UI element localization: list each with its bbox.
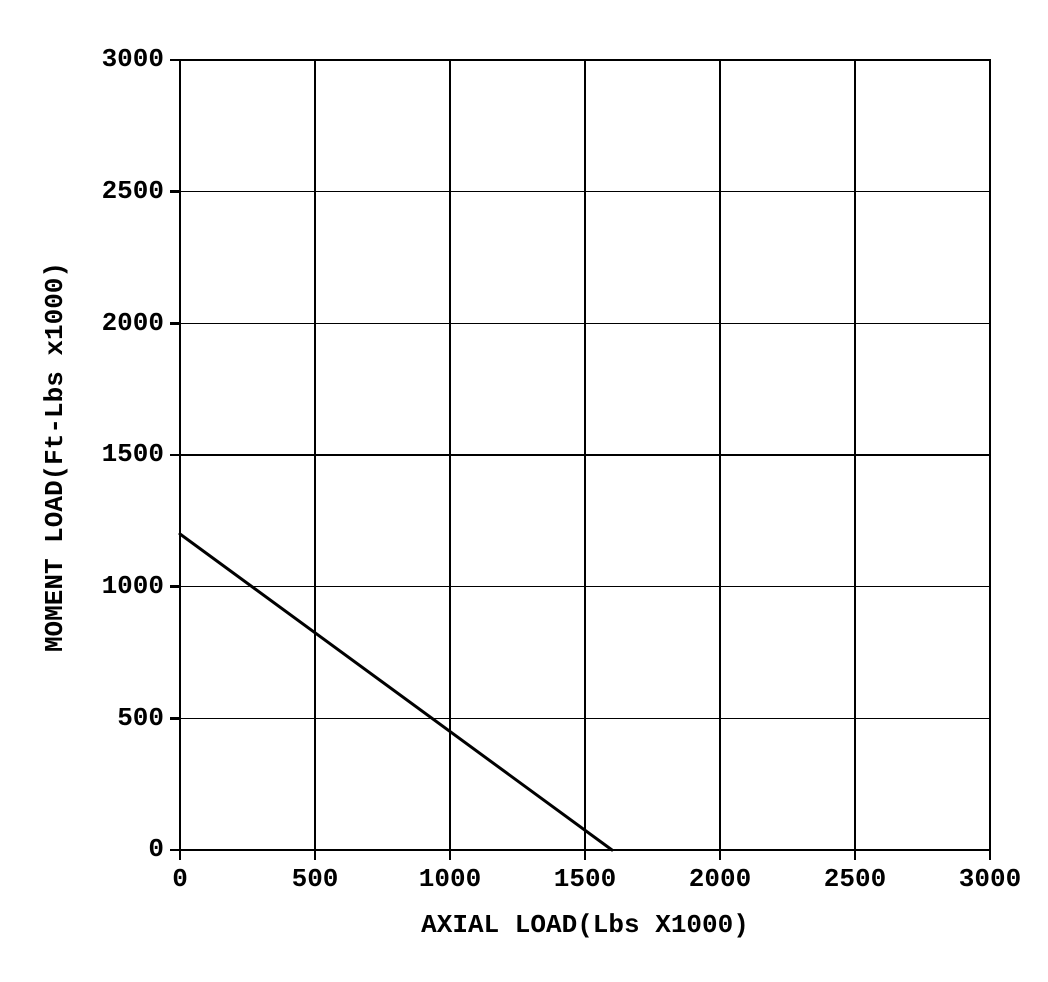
x-axis-label: AXIAL LOAD(Lbs X1000) <box>180 910 990 940</box>
y-axis-label: MOMENT LOAD(Ft-Lbs x1000) <box>40 62 70 852</box>
chart-container: 0500100015002000250030000500100015002000… <box>0 0 1048 982</box>
data-line-layer <box>0 0 1048 982</box>
data-series-line <box>180 534 612 850</box>
